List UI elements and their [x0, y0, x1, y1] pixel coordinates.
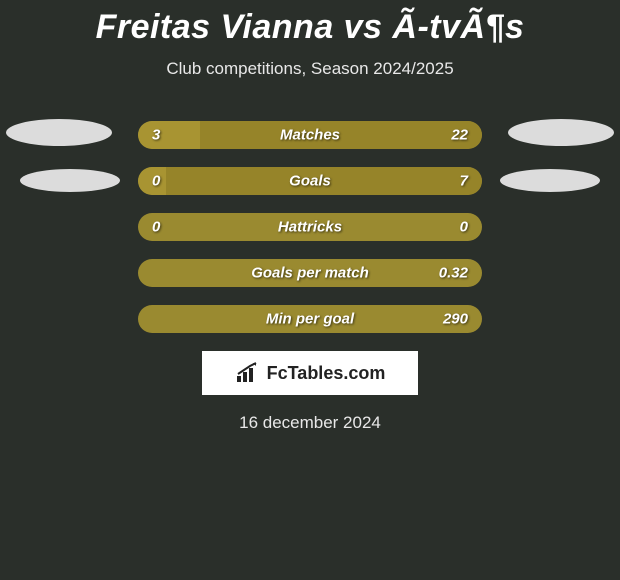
stat-bar: 0Hattricks0: [138, 213, 482, 241]
stat-label: Goals: [138, 173, 482, 190]
page-title: Freitas Vianna vs Ã-tvÃ¶s: [0, 0, 620, 47]
stat-value-right: 0: [460, 219, 468, 236]
stat-bar: Goals per match0.32: [138, 259, 482, 287]
subtitle: Club competitions, Season 2024/2025: [0, 59, 620, 79]
player-right-badge-2: [500, 169, 600, 192]
player-left-badge-2: [20, 169, 120, 192]
stat-label: Hattricks: [138, 219, 482, 236]
stat-bar: Min per goal290: [138, 305, 482, 333]
stat-value-right: 290: [443, 311, 468, 328]
brand-logo: FcTables.com: [202, 351, 418, 395]
stat-label: Matches: [138, 127, 482, 144]
brand-text: FcTables.com: [267, 363, 386, 384]
stat-bars: 3Matches220Goals70Hattricks0Goals per ma…: [138, 121, 482, 333]
stats-area: 3Matches220Goals70Hattricks0Goals per ma…: [0, 121, 620, 333]
stat-value-right: 0.32: [439, 265, 468, 282]
stat-label: Min per goal: [138, 311, 482, 328]
stat-value-right: 22: [451, 127, 468, 144]
player-right-badge-1: [508, 119, 614, 146]
chart-icon: [235, 362, 261, 384]
date-text: 16 december 2024: [0, 413, 620, 433]
stat-label: Goals per match: [138, 265, 482, 282]
stat-bar: 3Matches22: [138, 121, 482, 149]
player-left-badge-1: [6, 119, 112, 146]
stat-bar: 0Goals7: [138, 167, 482, 195]
stat-value-right: 7: [460, 173, 468, 190]
